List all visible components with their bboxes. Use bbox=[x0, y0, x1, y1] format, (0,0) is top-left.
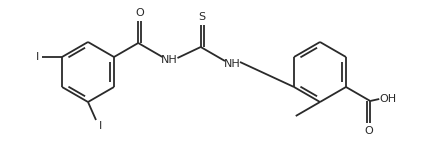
Text: NH: NH bbox=[161, 55, 177, 65]
Text: I: I bbox=[99, 121, 102, 131]
Text: I: I bbox=[35, 52, 39, 62]
Text: OH: OH bbox=[379, 94, 396, 104]
Text: NH: NH bbox=[223, 59, 240, 69]
Text: O: O bbox=[364, 126, 372, 136]
Text: O: O bbox=[135, 8, 144, 18]
Text: S: S bbox=[198, 12, 205, 22]
